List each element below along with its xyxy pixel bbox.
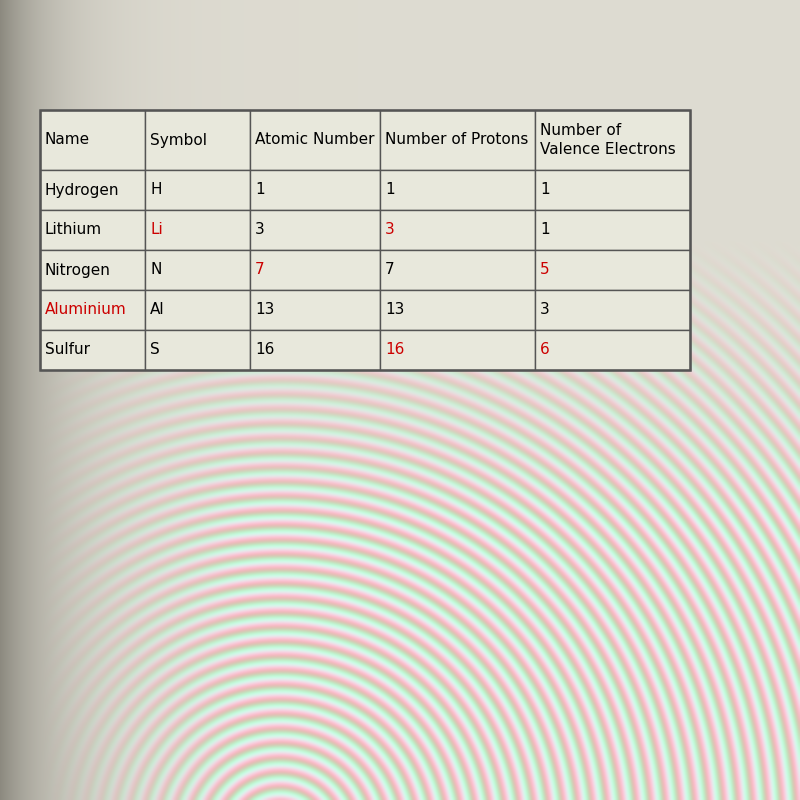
Bar — [380, 170, 535, 210]
Text: 1: 1 — [385, 182, 394, 198]
Bar — [250, 330, 380, 370]
Text: 1: 1 — [540, 222, 550, 238]
Text: Aluminium: Aluminium — [45, 302, 126, 318]
Text: Name: Name — [45, 133, 90, 147]
Text: S: S — [150, 342, 160, 358]
Text: 1: 1 — [255, 182, 265, 198]
Bar — [40, 290, 145, 330]
Text: Lithium: Lithium — [45, 222, 102, 238]
Text: Symbol: Symbol — [150, 133, 207, 147]
Bar — [250, 250, 380, 290]
Bar — [535, 210, 690, 250]
Bar — [250, 170, 380, 210]
Bar — [40, 110, 690, 370]
Bar — [40, 170, 145, 210]
Text: 3: 3 — [540, 302, 550, 318]
Bar — [380, 250, 535, 290]
Bar — [40, 110, 145, 170]
Bar — [380, 330, 535, 370]
Text: Number of Protons: Number of Protons — [385, 133, 528, 147]
Bar — [40, 250, 145, 290]
Text: Hydrogen: Hydrogen — [45, 182, 119, 198]
Text: Number of
Valence Electrons: Number of Valence Electrons — [540, 123, 676, 157]
Bar — [145, 290, 250, 330]
Bar — [380, 290, 535, 330]
Text: 7: 7 — [255, 262, 265, 278]
Bar — [535, 110, 690, 170]
Text: 16: 16 — [255, 342, 274, 358]
Text: 13: 13 — [385, 302, 404, 318]
Bar — [145, 330, 250, 370]
Text: Sulfur: Sulfur — [45, 342, 90, 358]
Bar — [250, 210, 380, 250]
Bar — [535, 170, 690, 210]
Text: 6: 6 — [540, 342, 550, 358]
Bar — [145, 250, 250, 290]
Text: 3: 3 — [385, 222, 394, 238]
Text: 7: 7 — [385, 262, 394, 278]
Text: Li: Li — [150, 222, 162, 238]
Text: N: N — [150, 262, 162, 278]
Bar — [40, 210, 145, 250]
Bar — [145, 110, 250, 170]
Text: 5: 5 — [540, 262, 550, 278]
Bar — [380, 210, 535, 250]
Text: 13: 13 — [255, 302, 274, 318]
Bar — [250, 290, 380, 330]
Bar — [250, 110, 380, 170]
Bar — [535, 250, 690, 290]
Text: Nitrogen: Nitrogen — [45, 262, 111, 278]
Text: 16: 16 — [385, 342, 404, 358]
Bar — [145, 170, 250, 210]
Text: Al: Al — [150, 302, 165, 318]
Text: H: H — [150, 182, 162, 198]
Text: Atomic Number: Atomic Number — [255, 133, 374, 147]
Bar — [535, 330, 690, 370]
Bar — [535, 290, 690, 330]
Bar — [380, 110, 535, 170]
Bar — [145, 210, 250, 250]
Text: 3: 3 — [255, 222, 265, 238]
Text: 1: 1 — [540, 182, 550, 198]
Bar — [40, 330, 145, 370]
